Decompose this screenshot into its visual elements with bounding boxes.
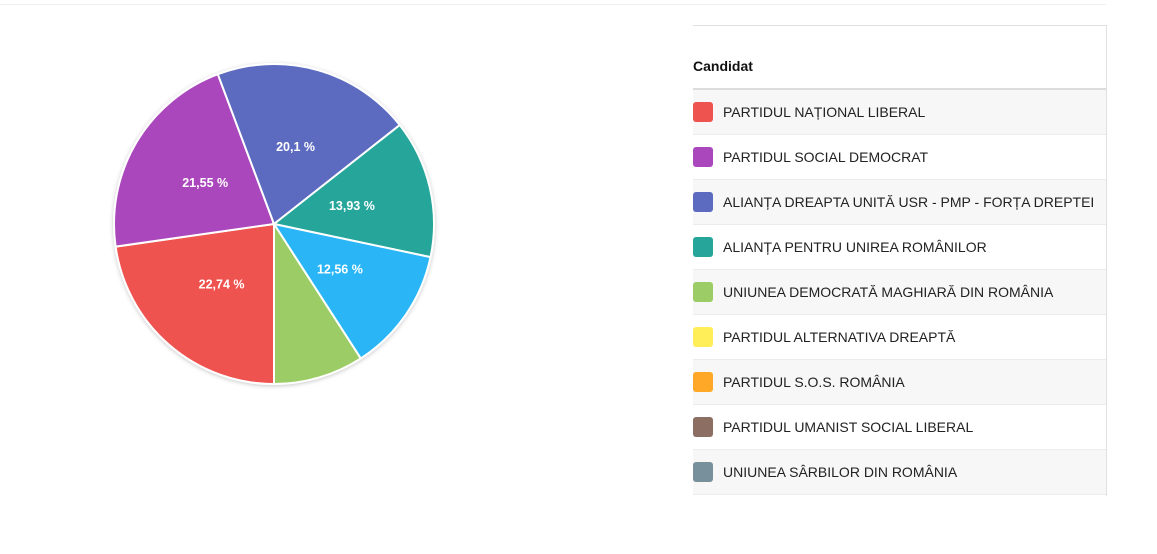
pie-chart: 22,74 % 21,55 % 20,1 % 13,93 % 12,56 %: [113, 63, 435, 386]
legend-swatch: [693, 237, 713, 257]
legend-label: UNIUNEA DEMOCRATĂ MAGHIARĂ DIN ROMÂNIA: [723, 284, 1054, 300]
legend-swatch: [693, 372, 713, 392]
legend-table: Candidat PARTIDUL NAȚIONAL LIBERAL PARTID…: [693, 25, 1107, 496]
legend-row[interactable]: ALIANȚA PENTRU UNIREA ROMÂNILOR: [693, 225, 1106, 270]
legend-label: ALIANȚA PENTRU UNIREA ROMÂNILOR: [723, 239, 987, 255]
legend-swatch: [693, 192, 713, 212]
legend-row[interactable]: PARTIDUL UMANIST SOCIAL LIBERAL: [693, 405, 1106, 450]
pie-slice-label: 22,74 %: [199, 277, 245, 291]
pie-slice-label: 12,56 %: [317, 262, 363, 276]
pie-slice-label: 20,1 %: [276, 140, 315, 154]
legend-label: UNIUNEA SÂRBILOR DIN ROMÂNIA: [723, 464, 958, 480]
pie-slice[interactable]: [271, 222, 432, 360]
legend-header: Candidat: [693, 26, 1106, 90]
top-divider: [0, 4, 1106, 5]
legend-row[interactable]: UNIUNEA SÂRBILOR DIN ROMÂNIA: [693, 450, 1106, 495]
legend-swatch: [693, 102, 713, 122]
pie-slice[interactable]: [114, 222, 275, 386]
legend-swatch: [693, 462, 713, 482]
legend-row[interactable]: PARTIDUL S.O.S. ROMÂNIA: [693, 360, 1106, 405]
legend-label: PARTIDUL UMANIST SOCIAL LIBERAL: [723, 419, 974, 435]
pie-slice-label: 13,93 %: [329, 199, 375, 213]
pie-slice[interactable]: [271, 123, 435, 259]
legend-swatch: [693, 327, 713, 347]
pie-slice-label: 21,55 %: [182, 176, 228, 190]
pie-slice[interactable]: [113, 72, 276, 248]
legend-row[interactable]: PARTIDUL ALTERNATIVA DREAPTĂ: [693, 315, 1106, 360]
legend-swatch: [693, 282, 713, 302]
pie-slice[interactable]: [216, 63, 402, 226]
legend-row[interactable]: UNIUNEA DEMOCRATĂ MAGHIARĂ DIN ROMÂNIA: [693, 270, 1106, 315]
legend-label: PARTIDUL ALTERNATIVA DREAPTĂ: [723, 329, 956, 345]
legend-label: PARTIDUL SOCIAL DEMOCRAT: [723, 149, 929, 165]
pie-slice[interactable]: [273, 220, 363, 386]
legend-row[interactable]: ALIANȚA DREAPTA UNITĂ USR - PMP - FORȚA …: [693, 180, 1106, 225]
legend-row[interactable]: PARTIDUL NAȚIONAL LIBERAL: [693, 90, 1106, 135]
legend-swatch: [693, 417, 713, 437]
legend-label: PARTIDUL S.O.S. ROMÂNIA: [723, 374, 905, 390]
legend-swatch: [693, 147, 713, 167]
legend-rows: PARTIDUL NAȚIONAL LIBERAL PARTIDUL SOCIAL…: [693, 90, 1106, 495]
legend-label: ALIANȚA DREAPTA UNITĂ USR - PMP - FORȚA …: [723, 194, 1095, 210]
legend-label: PARTIDUL NAȚIONAL LIBERAL: [723, 104, 926, 120]
legend-row[interactable]: PARTIDUL SOCIAL DEMOCRAT: [693, 135, 1106, 180]
